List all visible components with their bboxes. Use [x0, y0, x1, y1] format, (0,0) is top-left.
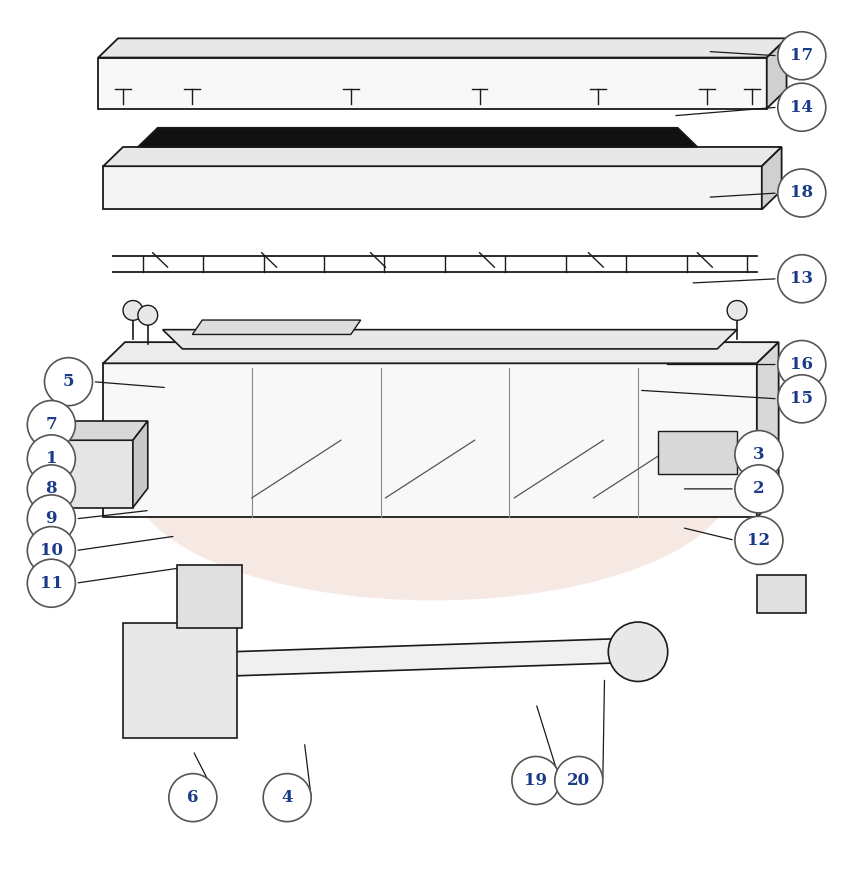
Polygon shape — [163, 330, 737, 349]
Text: 11: 11 — [40, 574, 63, 591]
Circle shape — [28, 495, 75, 543]
Circle shape — [512, 756, 560, 805]
Text: 7: 7 — [46, 416, 57, 433]
Text: 14: 14 — [791, 99, 813, 116]
Text: 12: 12 — [747, 532, 771, 549]
Text: 13: 13 — [791, 270, 813, 287]
Polygon shape — [658, 431, 737, 474]
Polygon shape — [103, 363, 757, 517]
Text: 10: 10 — [40, 542, 63, 559]
Text: 2: 2 — [753, 481, 765, 498]
Circle shape — [28, 559, 75, 607]
Circle shape — [169, 773, 216, 822]
Text: 15: 15 — [791, 391, 813, 408]
Text: 16: 16 — [791, 356, 813, 373]
Text: 17: 17 — [791, 47, 813, 64]
Polygon shape — [68, 431, 132, 498]
Text: 4: 4 — [281, 789, 293, 806]
Polygon shape — [178, 566, 242, 628]
Text: 18: 18 — [791, 185, 813, 202]
Polygon shape — [103, 147, 782, 166]
Polygon shape — [98, 38, 786, 58]
Circle shape — [44, 358, 93, 406]
Text: 1: 1 — [46, 450, 57, 467]
Circle shape — [555, 756, 603, 805]
Circle shape — [778, 83, 826, 131]
Circle shape — [28, 435, 75, 483]
Text: 6: 6 — [187, 789, 198, 806]
Circle shape — [735, 465, 783, 513]
Polygon shape — [192, 320, 361, 334]
Polygon shape — [762, 147, 782, 210]
Circle shape — [735, 516, 783, 565]
Polygon shape — [54, 441, 132, 508]
Polygon shape — [123, 623, 237, 739]
Circle shape — [28, 401, 75, 449]
Circle shape — [263, 773, 311, 822]
Circle shape — [727, 301, 747, 320]
Polygon shape — [132, 421, 148, 508]
Polygon shape — [103, 166, 762, 210]
Text: 5: 5 — [62, 373, 74, 390]
Ellipse shape — [132, 360, 734, 600]
Circle shape — [608, 622, 668, 681]
Polygon shape — [138, 128, 697, 147]
Circle shape — [735, 431, 783, 479]
Text: COMMERCIAL: COMMERCIAL — [160, 446, 706, 515]
Circle shape — [28, 465, 75, 513]
Circle shape — [778, 255, 826, 302]
Text: 9: 9 — [46, 510, 57, 527]
Polygon shape — [103, 343, 779, 363]
Text: 20: 20 — [567, 772, 591, 789]
Polygon shape — [232, 638, 662, 676]
Polygon shape — [98, 58, 766, 109]
Circle shape — [778, 169, 826, 217]
Circle shape — [778, 32, 826, 79]
Circle shape — [28, 526, 75, 574]
Text: 19: 19 — [525, 772, 547, 789]
Circle shape — [778, 375, 826, 423]
Polygon shape — [757, 343, 779, 517]
Polygon shape — [757, 574, 806, 614]
Polygon shape — [54, 421, 148, 441]
Circle shape — [123, 301, 143, 320]
Polygon shape — [766, 38, 786, 109]
Circle shape — [778, 341, 826, 389]
Text: 3: 3 — [753, 446, 765, 463]
Circle shape — [138, 305, 158, 326]
Text: 8: 8 — [46, 481, 57, 498]
